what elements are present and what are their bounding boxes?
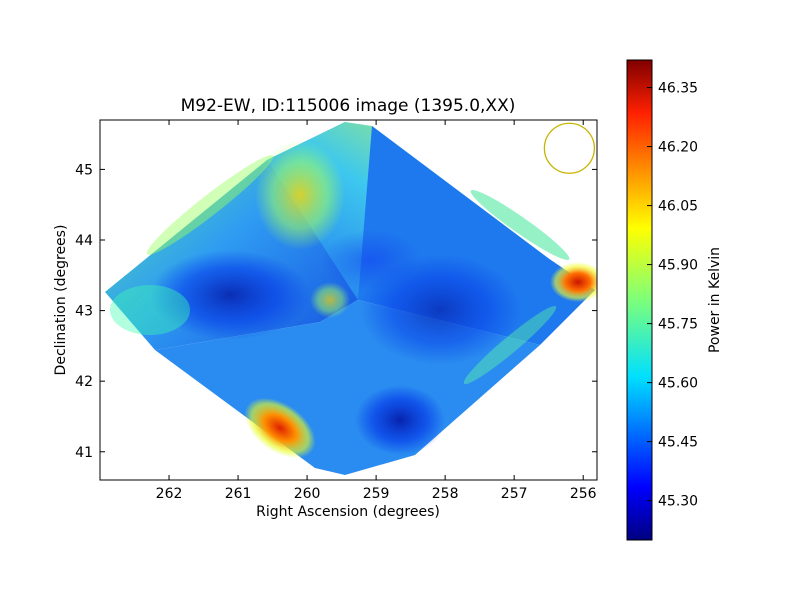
x-tick-label: 259: [363, 486, 390, 502]
map-feature-northwest-band: [146, 155, 274, 255]
map-feature-south-dark: [355, 385, 445, 455]
map-feature-northeast-band: [470, 189, 570, 261]
colorbar-tick-label: 45.75: [658, 317, 698, 333]
colorbar-tick-label: 46.20: [658, 140, 698, 156]
y-tick-label: 43: [75, 304, 93, 320]
x-tick-label: 256: [570, 486, 597, 502]
map-feature-southwest-hot: [244, 397, 316, 459]
colorbar-tick-label: 45.60: [658, 376, 698, 392]
y-tick-label: 45: [75, 162, 93, 178]
colorbar-ticks: 45.30 45.45 45.60 45.75 45.90 46.05 46.20 46.35: [647, 81, 698, 510]
y-tick-label: 42: [75, 374, 93, 390]
x-axis-ticks: 262 261 260 259 258 257 256: [156, 120, 597, 502]
y-axis-ticks: 41 42 43 44 45: [75, 162, 597, 461]
y-axis-label: Declination (degrees): [53, 225, 69, 376]
plot-frame: [99, 119, 598, 481]
x-tick-label: 261: [225, 486, 252, 502]
x-tick-label: 260: [294, 486, 321, 502]
colorbar-label: Power in Kelvin: [707, 247, 723, 353]
map-feature-east-hot: [550, 262, 597, 302]
map-feature-upper-bright: [255, 140, 345, 250]
x-tick-label: 258: [432, 486, 459, 502]
beam-circle: [543, 122, 596, 174]
y-tick-label: 44: [75, 233, 93, 249]
map-feature-southeast-band: [463, 305, 557, 385]
map-feature-west-dark: [150, 250, 310, 340]
colorbar-tick-label: 46.35: [658, 81, 698, 97]
colorbar-tick-label: 45.30: [658, 494, 698, 510]
chart-title: M92-EW, ID:115006 image (1395.0,XX): [181, 96, 516, 116]
colorbar: [626, 59, 653, 541]
x-tick-label: 262: [156, 486, 183, 502]
colorbar-tick-label: 45.90: [658, 258, 698, 274]
map-feature-west-edge: [110, 285, 190, 335]
colorbar-tick-label: 46.05: [658, 199, 698, 215]
heatmap-image: [105, 122, 597, 475]
colorbar-tick-label: 45.45: [658, 435, 698, 451]
map-feature-center-blue: [320, 230, 420, 290]
x-axis-label: Right Ascension (degrees): [256, 504, 440, 520]
x-tick-label: 257: [501, 486, 528, 502]
map-feature-center-bright: [310, 282, 350, 318]
y-tick-label: 41: [75, 445, 93, 461]
